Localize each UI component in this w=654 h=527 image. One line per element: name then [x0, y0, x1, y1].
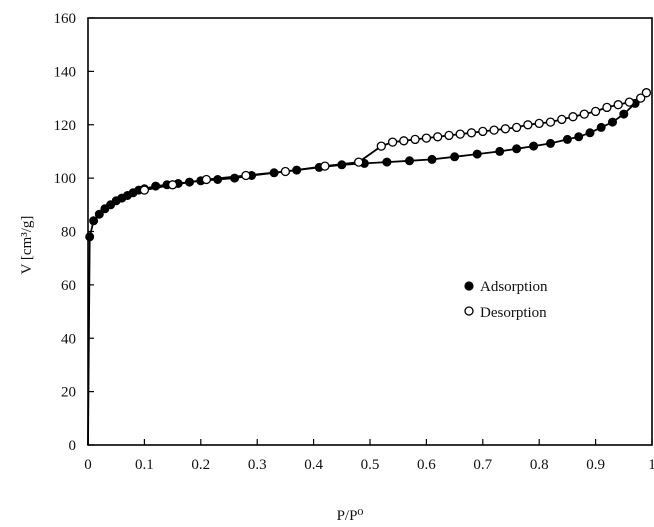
- desorption-point: [500, 124, 511, 134]
- desorption-point: [421, 133, 432, 143]
- adsorption-point: [472, 149, 482, 159]
- legend-label-desorption: Desorption: [480, 305, 547, 321]
- desorption-point: [387, 137, 398, 147]
- desorption-point: [636, 93, 646, 103]
- desorption-point: [489, 125, 499, 135]
- desorption-point: [624, 97, 635, 107]
- adsorption-point: [546, 138, 555, 148]
- y-tick-label: 0: [69, 438, 77, 454]
- desorption-point: [545, 117, 556, 127]
- x-tick-label: 0.6: [417, 457, 436, 473]
- y-tick-label: 80: [61, 225, 76, 241]
- desorption-point: [201, 174, 212, 185]
- x-tick-label: 0.3: [248, 457, 267, 473]
- desorption-point: [641, 88, 652, 98]
- desorption-point: [444, 130, 454, 141]
- desorption-point: [602, 102, 612, 113]
- y-axis-title: V [cm³/g]: [19, 216, 35, 275]
- adsorption-point: [427, 154, 437, 164]
- x-tick-label: 0.8: [530, 457, 549, 473]
- desorption-point: [167, 180, 178, 190]
- x-tick-label: 1: [648, 457, 654, 473]
- desorption-point: [320, 161, 330, 171]
- adsorption-point: [619, 109, 629, 119]
- y-tick-label: 60: [61, 278, 76, 294]
- y-tick-label: 100: [54, 171, 77, 187]
- adsorption-point: [89, 216, 99, 226]
- desorption-point: [410, 134, 420, 145]
- desorption-point: [590, 106, 601, 117]
- y-tick-label: 20: [61, 385, 76, 401]
- adsorption-point: [562, 134, 572, 144]
- desorption-point: [433, 132, 443, 142]
- x-tick-label: 0: [84, 457, 92, 473]
- x-tick-label: 0.1: [135, 457, 154, 473]
- desorption-point: [399, 136, 409, 146]
- adsorption-point: [596, 122, 606, 132]
- data-series: [85, 88, 652, 446]
- desorption-point: [280, 166, 291, 177]
- desorption-point: [455, 129, 465, 139]
- x-tick-label: 0.4: [304, 457, 323, 473]
- x-tick-label: 0.9: [586, 457, 605, 473]
- desorption-point: [354, 157, 364, 167]
- x-tick-label: 0.7: [473, 457, 492, 473]
- desorption-point: [478, 126, 488, 137]
- legend-label-adsorption: Adsorption: [480, 279, 548, 295]
- adsorption-point: [512, 144, 522, 154]
- desorption-point: [376, 141, 386, 151]
- adsorption-point: [585, 128, 595, 138]
- legend-marker-desorption: [464, 306, 474, 316]
- adsorption-point: [450, 152, 460, 162]
- y-tick-label: 40: [61, 331, 76, 347]
- desorption-point: [613, 100, 623, 110]
- adsorption-point: [495, 146, 505, 156]
- y-tick-label: 140: [54, 64, 77, 80]
- adsorption-point: [230, 173, 240, 183]
- desorption-point: [511, 122, 522, 133]
- desorption-point: [568, 112, 578, 122]
- x-axis-title: P/P⁰: [337, 508, 364, 524]
- adsorption-point: [608, 117, 617, 127]
- y-tick-label: 160: [54, 11, 77, 27]
- adsorption-point: [382, 157, 392, 167]
- y-tick-label: 120: [54, 118, 77, 134]
- x-tick-label: 0.5: [361, 457, 380, 473]
- desorption-point: [241, 170, 251, 181]
- adsorption-point: [405, 156, 414, 166]
- legend: Adsorption Desorption: [464, 279, 548, 321]
- desorption-point: [534, 118, 544, 129]
- axes: [87, 17, 653, 446]
- desorption-point: [466, 128, 477, 138]
- adsorption-point: [574, 132, 584, 142]
- desorption-point: [139, 185, 150, 195]
- adsorption-point: [85, 232, 95, 242]
- ticks: 0 0.1 0.2 0.3 0.4 0.5 0.6 0.7 0.8 0.9 1 0 20 40 60 80 10…: [54, 11, 654, 473]
- desorption-point: [579, 109, 589, 119]
- desorption-point: [523, 120, 533, 130]
- adsorption-point: [529, 141, 539, 151]
- adsorption-point: [94, 209, 104, 219]
- x-tick-label: 0.2: [191, 457, 210, 473]
- desorption-point: [557, 114, 567, 125]
- legend-marker-adsorption: [464, 281, 474, 291]
- plot-frame: [87, 17, 653, 446]
- adsorption-line: [87, 92, 648, 446]
